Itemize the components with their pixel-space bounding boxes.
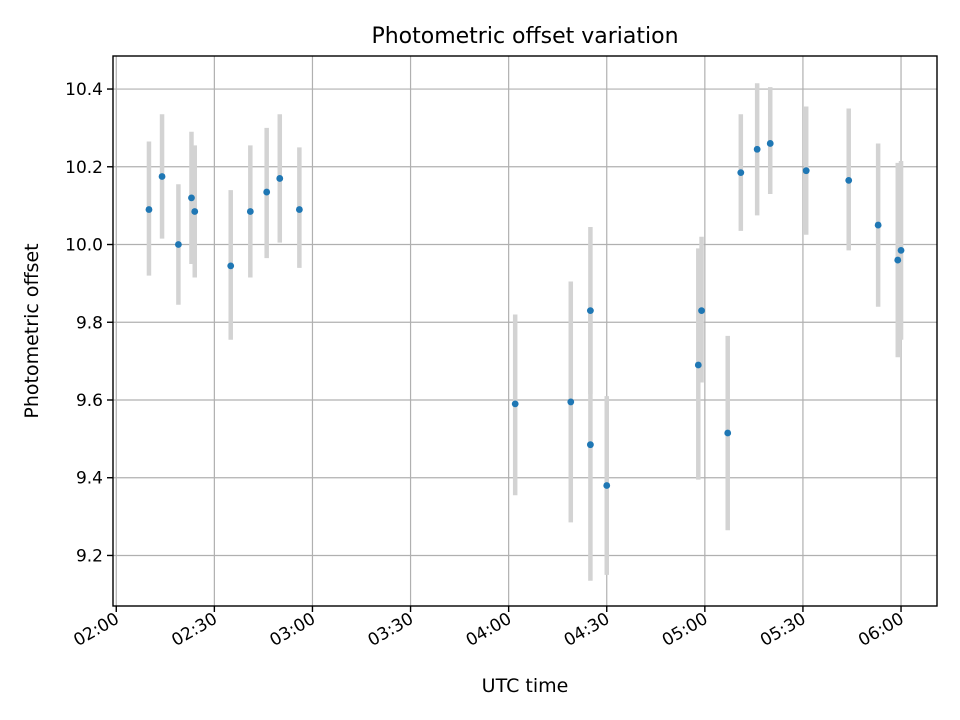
- data-point: [188, 194, 195, 202]
- x-axis-label: UTC time: [482, 675, 569, 697]
- data-point: [511, 400, 519, 408]
- data-point: [724, 429, 732, 437]
- data-point: [246, 208, 254, 215]
- data-point: [295, 206, 303, 213]
- y-tick-label: 9.8: [76, 313, 103, 333]
- data-point: [698, 307, 705, 314]
- data-point: [158, 173, 166, 180]
- y-axis-ticks: 9.2 9.4 9.6 9.8 10.0 10.2 10.4: [65, 80, 113, 566]
- data-point: [263, 188, 271, 196]
- chart-title: Photometric offset variation: [371, 24, 678, 49]
- data-point: [145, 206, 153, 213]
- grid: [113, 56, 937, 606]
- data-point: [603, 482, 611, 489]
- data-point: [897, 246, 905, 254]
- data-point: [227, 262, 235, 270]
- y-tick-label: 10.4: [65, 80, 103, 100]
- plot-frame: [112, 55, 938, 607]
- data-point: [567, 398, 575, 406]
- y-tick-label: 9.2: [76, 546, 103, 566]
- y-tick-label: 9.6: [76, 391, 103, 411]
- data-point: [802, 167, 810, 175]
- data-points: [145, 140, 905, 489]
- data-point: [894, 256, 902, 264]
- y-axis-label: Photometric offset: [21, 243, 43, 418]
- y-tick-label: 10.0: [65, 236, 103, 256]
- data-point: [874, 221, 882, 229]
- data-point: [276, 175, 284, 182]
- data-point: [191, 208, 199, 215]
- data-point: [766, 140, 774, 147]
- data-point: [174, 241, 182, 248]
- data-point: [845, 176, 853, 184]
- data-point: [586, 441, 594, 449]
- data-point: [586, 307, 594, 314]
- y-tick-label: 9.4: [76, 469, 103, 489]
- data-point: [694, 361, 702, 369]
- data-point: [737, 169, 745, 177]
- y-tick-label: 10.2: [65, 158, 103, 178]
- data-point: [753, 145, 761, 153]
